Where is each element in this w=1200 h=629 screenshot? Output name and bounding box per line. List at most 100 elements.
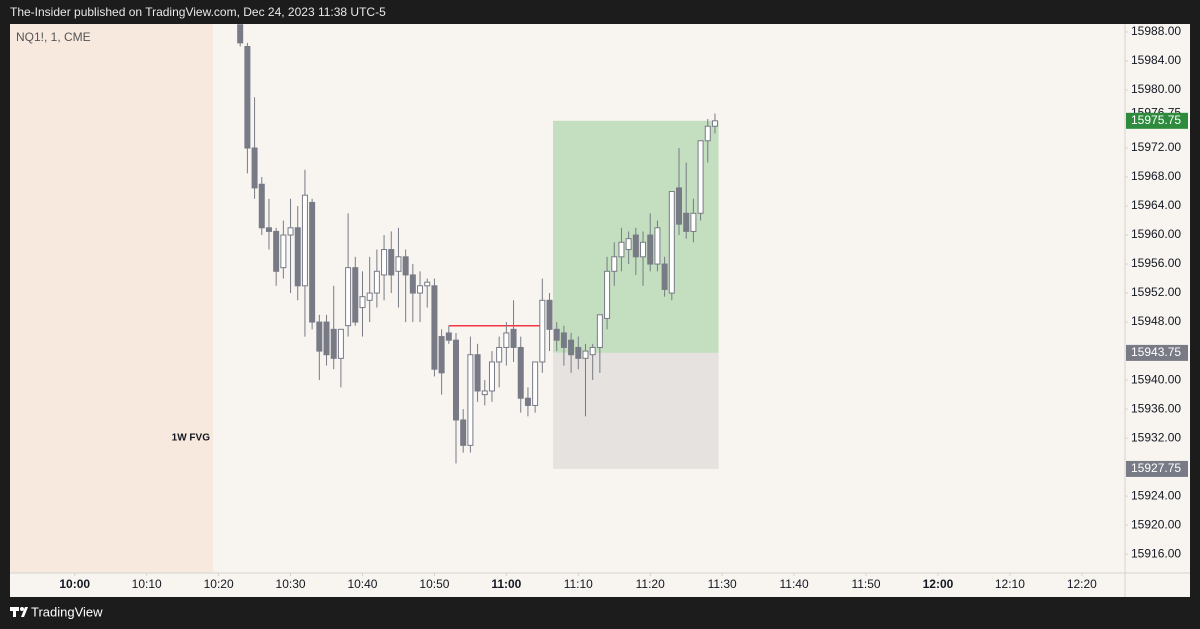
footer-brand: TradingView [31, 604, 103, 619]
candle-body [424, 281, 431, 287]
x-tick-label: 12:10 [995, 577, 1025, 591]
candle-body [453, 339, 459, 421]
candle-body [611, 256, 618, 272]
candle-body [697, 140, 704, 214]
candle-body [553, 328, 560, 341]
y-tick-label: 15980.00 [1131, 82, 1181, 96]
candle-body [395, 256, 402, 272]
candle-body [251, 147, 258, 189]
y-tick-label: 15924.00 [1131, 488, 1181, 502]
candle-body [294, 227, 301, 287]
candle-body [546, 299, 553, 330]
candle-body [431, 285, 438, 370]
y-tick-label: 15932.00 [1131, 430, 1181, 444]
candle-body [640, 241, 647, 258]
symbol-title: NQ1!, 1, CME [16, 30, 91, 44]
candle-body [388, 249, 395, 276]
candle-body [345, 267, 352, 327]
x-tick-label: 10:50 [419, 577, 449, 591]
x-tick-label: 10:30 [276, 577, 306, 591]
y-tick-label: 15988.00 [1131, 24, 1181, 38]
x-tick-label: 10:40 [347, 577, 377, 591]
fvg-zone [10, 24, 213, 573]
entry-price-badge: 15943.75 [1131, 345, 1181, 359]
publish-header: The-Insider published on TradingView.com… [10, 5, 386, 19]
y-tick-label: 15920.00 [1131, 517, 1181, 531]
y-tick-label: 15964.00 [1131, 198, 1181, 212]
candle-body [582, 350, 589, 359]
target-price-badge: 15975.75 [1131, 113, 1181, 127]
x-tick-label: 12:20 [1067, 577, 1097, 591]
candle-body [618, 241, 625, 258]
candle-body [352, 267, 359, 323]
y-tick-label: 15940.00 [1131, 372, 1181, 386]
candle-body [568, 339, 575, 356]
candle-body [280, 234, 287, 269]
candle-body [539, 299, 546, 363]
candle-body [337, 328, 344, 359]
y-tick-label: 15972.00 [1131, 140, 1181, 154]
candle-body [287, 227, 294, 236]
x-tick-label: 10:10 [132, 577, 162, 591]
x-tick-label: 12:00 [923, 577, 954, 591]
candle-body [409, 274, 416, 294]
candle-body [560, 332, 567, 348]
y-tick-label: 15956.00 [1131, 256, 1181, 270]
candle-body [654, 227, 661, 265]
candle-body [481, 390, 488, 396]
tv-logo [10, 607, 28, 617]
candle-body [273, 230, 280, 272]
stop-price-badge: 15927.75 [1131, 461, 1181, 475]
entry-price-badge-bg [1126, 344, 1188, 361]
x-tick-label: 11:50 [851, 577, 880, 591]
candle-body [359, 296, 366, 309]
x-tick-label: 11:00 [491, 577, 521, 591]
candle-body [301, 194, 308, 287]
candle-body [632, 234, 639, 258]
x-tick-label: 11:10 [564, 577, 593, 591]
candle-body [532, 361, 539, 406]
candle-body [402, 256, 409, 276]
x-tick-label: 11:30 [708, 577, 737, 591]
candle-body [467, 354, 474, 446]
candle-body [596, 314, 603, 348]
candle-body [417, 285, 424, 294]
candle-body [647, 234, 654, 265]
candle-body [381, 249, 388, 276]
candle-body [244, 45, 251, 149]
candle-body [625, 238, 632, 251]
y-tick-label: 15936.00 [1131, 401, 1181, 415]
y-tick-label: 15948.00 [1131, 314, 1181, 328]
candle-body [445, 332, 452, 341]
x-tick-label: 11:40 [780, 577, 809, 591]
candle-body [704, 125, 711, 142]
candle-body [711, 120, 718, 127]
candle-body [496, 346, 503, 363]
x-tick-label: 10:20 [204, 577, 234, 591]
candle-body [460, 419, 467, 446]
candle-body [258, 183, 265, 229]
candle-body [604, 270, 611, 319]
y-tick-label: 15984.00 [1131, 53, 1181, 67]
candle-body [316, 321, 323, 352]
y-tick-label: 15968.00 [1131, 169, 1181, 183]
candle-body [373, 270, 380, 294]
candle-body [309, 201, 316, 323]
candle-body [517, 346, 524, 399]
x-tick-label: 11:20 [636, 577, 665, 591]
stop-price-badge-bg [1126, 460, 1188, 477]
zone-label: 1W FVG [172, 433, 211, 444]
candle-body [683, 212, 690, 232]
candle-body [265, 227, 272, 232]
candle-body [237, 24, 244, 44]
candle-body [438, 336, 445, 374]
candle-body [503, 332, 510, 348]
candle-body [474, 354, 481, 392]
candle-body [524, 397, 531, 406]
stop-zone [553, 352, 719, 469]
target-price-badge-bg [1126, 112, 1188, 129]
candle-body [575, 346, 582, 359]
y-tick-label: 15960.00 [1131, 227, 1181, 241]
candle-body [668, 191, 675, 294]
x-tick-label: 10:00 [59, 577, 90, 591]
